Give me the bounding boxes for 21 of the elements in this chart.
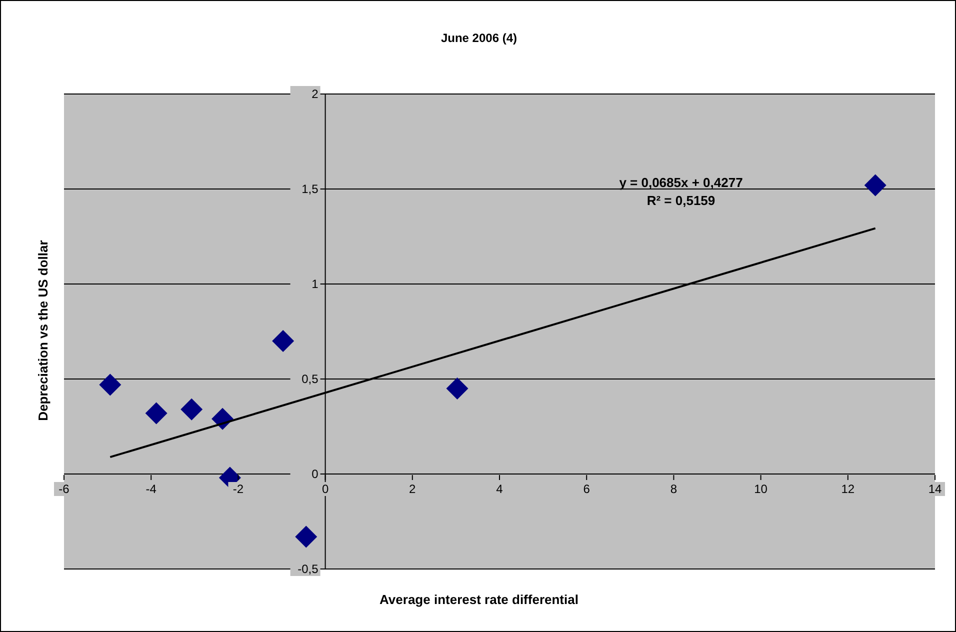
x-tick-label: 2 xyxy=(409,482,416,496)
y-tick-label: 2 xyxy=(312,87,319,101)
y-tick-label: 0 xyxy=(312,467,319,481)
x-tick-label: -6 xyxy=(58,482,70,496)
y-tick-label: -0,5 xyxy=(298,562,319,576)
annotation: R² = 0,5159 xyxy=(646,193,716,208)
y-tick-label: 0,5 xyxy=(302,372,319,386)
x-tick-label: -4 xyxy=(146,482,157,496)
x-tick-label: 4 xyxy=(496,482,504,496)
x-tick-label: 10 xyxy=(754,482,768,496)
x-axis-title: Average interest rate differential xyxy=(378,592,580,607)
x-tick-label: 0 xyxy=(322,482,329,496)
y-axis-title: Depreciation vs the US dollar xyxy=(36,239,50,423)
x-tick-label: 14 xyxy=(928,482,942,496)
x-tick-label: 8 xyxy=(670,482,678,496)
y-tick-label: 1 xyxy=(312,277,319,291)
x-tick-label: 12 xyxy=(841,482,855,496)
x-tick-label: -2 xyxy=(232,482,244,496)
chart-title: June 2006 (4) xyxy=(440,31,518,45)
y-tick-label: 1,5 xyxy=(302,182,319,196)
x-tick-label: 6 xyxy=(583,482,590,496)
